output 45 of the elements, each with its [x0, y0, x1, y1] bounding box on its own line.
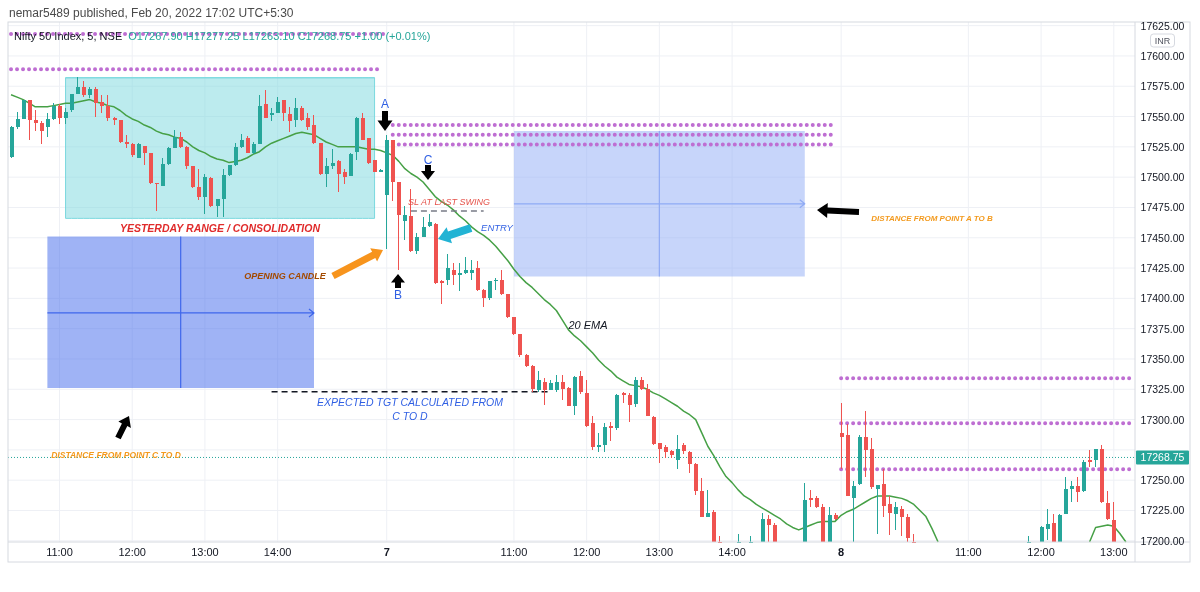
- annotation: OPENING CANDLE: [244, 271, 327, 281]
- y-tick-label: 17250.00: [1140, 474, 1185, 487]
- annotation: A: [380, 97, 390, 111]
- y-tick-label: 17500.00: [1140, 171, 1185, 184]
- y-tick-label: 17300.00: [1140, 413, 1185, 426]
- annotation: EXPECTED TGT CALCULATED FROM C TO D: [317, 396, 504, 422]
- x-tick-label: 12:00: [118, 546, 146, 558]
- y-axis-title: INR: [1154, 35, 1171, 46]
- annotation: B: [393, 288, 403, 302]
- x-tick-label: 14:00: [718, 546, 746, 558]
- y-tick-label: 17400.00: [1140, 292, 1185, 305]
- x-tick-label: 13:00: [1100, 546, 1128, 558]
- y-tick-label: 17200.00: [1140, 534, 1185, 547]
- x-tick-label: 12:00: [572, 546, 601, 558]
- y-tick-label: 17325.00: [1140, 383, 1185, 396]
- x-tick-label: 14:00: [263, 546, 292, 558]
- x-tick-label: 13:00: [645, 546, 674, 558]
- x-tick-label: 11:00: [46, 546, 73, 558]
- text: O17267.90 H17277.25 L17263.10 C17268.75 +1.00 (+0.01%): [128, 30, 431, 42]
- x-tick-label: 7: [383, 546, 390, 558]
- x-tick-label: 12:00: [1027, 546, 1055, 558]
- text: Nifty 50 Index, 5, NSE: [14, 30, 123, 42]
- y-tick-label: 17450.00: [1140, 231, 1185, 244]
- y-tick-label: 17225.00: [1140, 504, 1185, 517]
- y-tick-label: 17550.00: [1140, 110, 1185, 123]
- ref-line-label: 17268.75: [1140, 451, 1185, 464]
- x-tick-label: 11:00: [500, 546, 528, 558]
- annotation: YESTERDAY RANGE / CONSOLIDATION: [119, 222, 321, 234]
- x-tick-label: 11:00: [955, 546, 982, 558]
- annotation: 20 EMA: [567, 319, 608, 331]
- x-tick-label: 13:00: [191, 546, 219, 558]
- text: nemar5489 published, Feb 20, 2022 17:02 UTC+5:30: [9, 6, 294, 20]
- y-tick-label: 17575.00: [1140, 80, 1185, 93]
- y-tick-label: 17375.00: [1140, 322, 1185, 335]
- annotation: C: [423, 153, 433, 167]
- annotation: DISTANCE FROM POINT A TO B: [871, 213, 993, 223]
- y-tick-label: 17625.00: [1140, 19, 1185, 32]
- y-tick-label: 17600.00: [1140, 49, 1185, 62]
- y-tick-label: 17525.00: [1140, 140, 1185, 153]
- y-tick-label: 17475.00: [1140, 201, 1185, 214]
- y-tick-label: 17350.00: [1140, 352, 1185, 365]
- y-tick-label: 17425.00: [1140, 262, 1185, 275]
- annotation: DISTANCE FROM POINT C TO D: [51, 450, 181, 460]
- x-tick-label: 8: [838, 546, 845, 558]
- annotation: ENTRY: [481, 221, 514, 233]
